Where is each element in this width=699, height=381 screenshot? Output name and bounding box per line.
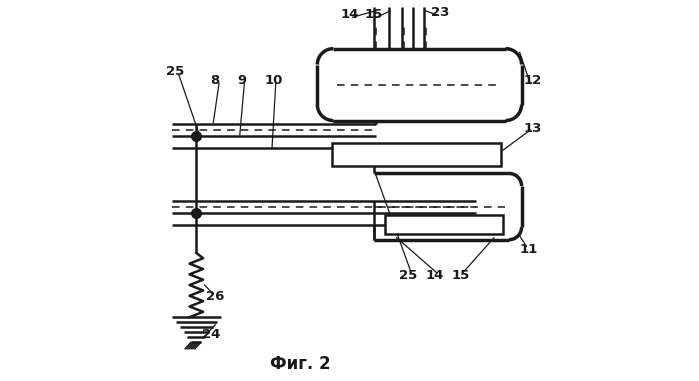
Text: 25: 25 (166, 65, 184, 78)
Text: 12: 12 (524, 74, 542, 87)
Text: 14: 14 (426, 269, 444, 282)
Text: 9: 9 (237, 74, 246, 87)
Text: 8: 8 (210, 74, 220, 87)
Bar (333, 143, 500, 166)
Text: 15: 15 (452, 269, 470, 282)
Text: 23: 23 (431, 6, 449, 19)
Text: 11: 11 (520, 243, 538, 256)
Text: 25: 25 (399, 269, 417, 282)
Bar (385, 215, 503, 234)
Text: 15: 15 (365, 8, 383, 21)
Text: 13: 13 (524, 122, 542, 134)
Text: 10: 10 (265, 74, 283, 87)
Text: 26: 26 (206, 290, 224, 303)
Text: 14: 14 (340, 8, 359, 21)
Text: Фиг. 2: Фиг. 2 (270, 355, 331, 373)
Text: 24: 24 (202, 328, 221, 341)
